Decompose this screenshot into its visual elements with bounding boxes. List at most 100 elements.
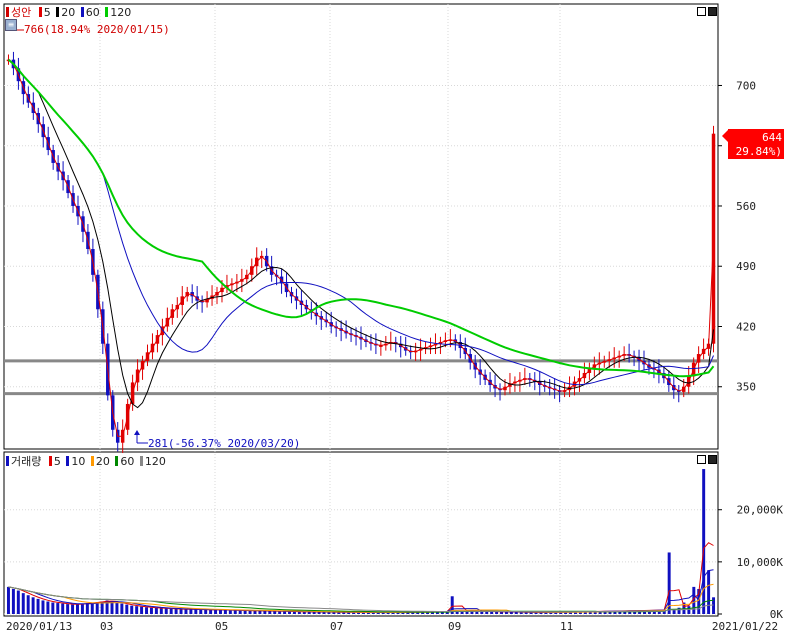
volume-bar	[667, 552, 671, 614]
price-panel-frame	[3, 3, 719, 450]
volume-bar	[243, 610, 247, 614]
volume-moving-averages	[8, 542, 714, 613]
minimize-volume-panel-button[interactable]	[697, 455, 706, 464]
close-price-panel-button[interactable]	[708, 7, 717, 16]
volume-bar	[71, 604, 75, 614]
volume-bar	[396, 612, 400, 614]
ma5-label: 5	[43, 6, 51, 19]
ma20-label: 20	[61, 6, 76, 19]
volume-bar	[426, 611, 430, 614]
volume-bar	[120, 603, 124, 614]
volume-bar	[500, 611, 503, 614]
volume-bar	[110, 601, 114, 614]
volume-bar	[297, 611, 301, 614]
ma20-marker	[56, 7, 60, 17]
volume-ma-line-120	[8, 586, 714, 613]
volume-bar	[707, 570, 711, 614]
volume-color-marker	[6, 456, 9, 466]
date-tick-label: 2021/01/22	[712, 620, 778, 633]
ma-line-120	[7, 58, 715, 378]
volume-bar	[253, 610, 257, 614]
volume-bar	[603, 611, 607, 614]
volume-bar	[598, 611, 602, 614]
volume-bar	[189, 609, 193, 614]
volume-bar	[169, 608, 173, 614]
moving-averages	[7, 58, 715, 437]
price-legend: 성안 5 20 60 120	[6, 6, 131, 19]
high-annotation: 766(18.94% 2020/01/15)	[9, 22, 170, 36]
current-price-label: 644	[762, 131, 782, 144]
volume-bar	[697, 588, 701, 614]
volume-legend: 거래량 5 10 20 60 120	[6, 455, 166, 468]
vma120-marker	[139, 456, 143, 466]
volume-bar	[258, 610, 262, 614]
price-tick-label: 490	[736, 260, 756, 273]
volume-bar	[248, 610, 252, 614]
volume-bar	[95, 602, 99, 614]
volume-bar	[179, 609, 183, 614]
volume-bar	[80, 603, 84, 614]
candle-body	[379, 345, 383, 347]
volume-bar	[440, 611, 444, 614]
volume-tick-label: 0K	[770, 608, 784, 621]
ma-line-20	[8, 59, 714, 409]
volume-bar	[140, 606, 144, 614]
volume-bar	[115, 602, 119, 614]
volume-bar	[228, 610, 232, 614]
volume-bar	[347, 612, 351, 614]
volume-bar	[361, 612, 365, 614]
volume-bar	[26, 595, 30, 614]
current-change-label: ( 29.84%)	[722, 145, 782, 158]
volume-bar	[273, 611, 277, 614]
volume-bar	[544, 612, 548, 614]
vma60-label: 60	[120, 455, 135, 468]
volume-bar	[164, 608, 168, 614]
series-color-marker	[6, 7, 9, 17]
volume-bar	[31, 597, 35, 614]
volume-bar	[56, 603, 60, 614]
ma5-marker	[38, 7, 42, 17]
volume-bar	[470, 611, 474, 614]
volume-bar	[159, 608, 163, 614]
volume-bar	[233, 610, 237, 614]
volume-bar	[435, 611, 439, 614]
volume-bar	[145, 607, 148, 614]
volume-bar	[633, 610, 637, 614]
volume-bar	[574, 611, 577, 614]
volume-bar	[327, 612, 331, 614]
volume-bar	[135, 606, 139, 614]
volume-bar	[11, 588, 15, 614]
low-annotation: 281(-56.37% 2020/03/20)	[134, 430, 300, 450]
panel-menu-icon[interactable]: ≡	[5, 19, 17, 31]
volume-title: 거래량	[11, 455, 42, 468]
volume-bar	[76, 604, 79, 614]
volume-bar	[450, 596, 454, 614]
volume-panel-frame	[3, 451, 719, 617]
volume-bar	[357, 612, 361, 614]
volume-bars	[6, 469, 716, 614]
volume-bar	[554, 612, 558, 614]
date-tick-label: 2020/01/13	[6, 620, 72, 633]
date-tick-label: 11	[560, 620, 573, 633]
volume-bar	[534, 612, 538, 614]
volume-bar	[6, 586, 10, 614]
volume-bar	[401, 612, 405, 614]
minimize-price-panel-button[interactable]	[697, 7, 706, 16]
volume-bar	[465, 611, 469, 614]
close-volume-panel-button[interactable]	[708, 455, 717, 464]
volume-bar	[288, 611, 291, 614]
volume-bar	[278, 611, 282, 614]
volume-bar	[154, 608, 158, 614]
volume-bar	[342, 612, 346, 614]
vma120-label: 120	[144, 455, 166, 468]
volume-bar	[480, 611, 484, 614]
volume-bar	[174, 609, 178, 614]
volume-bar	[490, 611, 494, 614]
volume-bar	[682, 602, 686, 614]
vma20-label: 20	[95, 455, 110, 468]
volume-bar	[268, 611, 272, 614]
volume-bar	[593, 611, 597, 614]
volume-bar	[608, 611, 612, 614]
candle-body	[711, 133, 716, 344]
